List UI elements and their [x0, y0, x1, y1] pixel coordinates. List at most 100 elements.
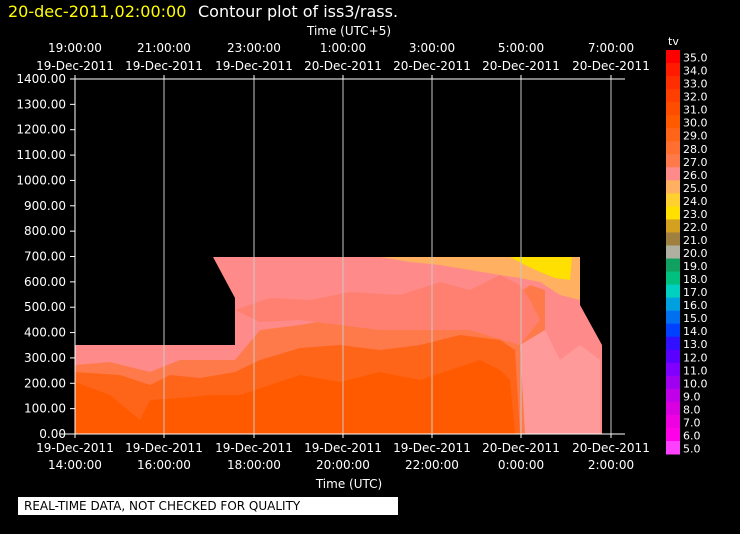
left-tick-label: 600.00	[24, 275, 66, 289]
top-tick-time: 23:00:00	[227, 41, 281, 55]
contour-region-26	[520, 330, 600, 434]
bottom-tick-time: 18:00:00	[227, 458, 281, 472]
colorbar-cell	[666, 362, 680, 377]
colorbar-cell	[666, 141, 680, 155]
contour-fill	[75, 257, 602, 434]
colorbar-cell	[666, 440, 680, 455]
colorbar-cell	[666, 76, 680, 90]
top-tick-time: 21:00:00	[137, 41, 191, 55]
colorbar-cell	[666, 206, 680, 220]
top-tick-date: 19-Dec-2011	[36, 59, 114, 73]
quality-note-box	[18, 497, 398, 515]
top-tick-date: 20-Dec-2011	[304, 59, 382, 73]
colorbar-label: 16.0	[683, 299, 708, 312]
bottom-tick-time: 16:00:00	[137, 458, 191, 472]
colorbar-title: tv	[668, 35, 679, 48]
colorbar-label: 7.0	[683, 416, 701, 429]
left-tick-label: 700.00	[24, 250, 66, 264]
bottom-axis-title: Time (UTC)	[315, 477, 382, 491]
grid-lines	[163, 79, 612, 434]
colorbar-label: 33.0	[683, 78, 708, 91]
colorbar-cell	[666, 414, 680, 429]
colorbar-label: 12.0	[683, 351, 708, 364]
colorbar-label: 11.0	[683, 364, 708, 377]
colorbar-label: 31.0	[683, 104, 708, 117]
bottom-tick-date: 19-Dec-2011	[393, 441, 471, 455]
bottom-tick-date: 19-Dec-2011	[304, 441, 382, 455]
left-tick-label: 1200.00	[16, 123, 66, 137]
top-tick-time: 3:00:00	[409, 41, 455, 55]
bottom-tick-time: 22:00:00	[405, 458, 459, 472]
colorbar-label: 24.0	[683, 195, 708, 208]
left-tick-label: 900.00	[24, 199, 66, 213]
bottom-tick-date: 19-Dec-2011	[125, 441, 203, 455]
colorbar-cell	[666, 219, 680, 233]
colorbar-cell	[666, 310, 680, 325]
colorbar-cell	[666, 193, 680, 207]
bottom-tick-date: 19-Dec-2011	[36, 441, 114, 455]
bottom-tick-time: 14:00:00	[48, 458, 102, 472]
colorbar-label: 19.0	[683, 260, 708, 273]
colorbar-cell	[666, 336, 680, 351]
colorbar-cell	[666, 115, 680, 129]
colorbar-label: 6.0	[683, 429, 701, 442]
colorbar-label: 35.0	[683, 52, 708, 65]
left-tick-label: 100.00	[24, 402, 66, 416]
bottom-tick-time: 0:00:00	[498, 458, 544, 472]
colorbar-cell	[666, 401, 680, 416]
colorbar-label: 18.0	[683, 273, 708, 286]
top-axis-title: Time (UTC+5)	[306, 24, 391, 38]
top-tick-time: 1:00:00	[320, 41, 366, 55]
colorbar-cell	[666, 180, 680, 194]
colorbar-label: 22.0	[683, 221, 708, 234]
contour-region-27	[235, 275, 540, 345]
top-tick-date: 19-Dec-2011	[125, 59, 203, 73]
colorbar-label: 15.0	[683, 312, 708, 325]
contour-region-23	[510, 257, 572, 280]
colorbar-label: 14.0	[683, 325, 708, 338]
contour-region-30	[75, 360, 515, 434]
colorbar-label: 21.0	[683, 234, 708, 247]
colorbar-cell	[666, 375, 680, 390]
plot-area	[60, 78, 625, 435]
colorbar-cell	[666, 271, 680, 286]
colorbar-label: 25.0	[683, 182, 708, 195]
left-tick-label: 300.00	[24, 351, 66, 365]
top-tick-date: 19-Dec-2011	[215, 59, 293, 73]
top-tick-time: 7:00:00	[588, 41, 634, 55]
chart-title: Contour plot of iss3/rass.	[198, 2, 398, 21]
bottom-tick-time: 20:00:00	[316, 458, 370, 472]
colorbar-cell	[666, 154, 680, 168]
colorbar-label: 28.0	[683, 143, 708, 156]
top-tick-time: 19:00:00	[48, 41, 102, 55]
colorbar-cell	[666, 323, 680, 338]
colorbar-label: 26.0	[683, 169, 708, 182]
colorbar-cell	[666, 297, 680, 312]
colorbar-label: 20.0	[683, 247, 708, 260]
colorbar-label: 10.0	[683, 377, 708, 390]
colorbar-cell	[666, 63, 680, 77]
left-tick-label: 0.00	[39, 427, 66, 441]
left-tick-label: 1100.00	[16, 148, 66, 162]
top-tick-time: 5:00:00	[498, 41, 544, 55]
colorbar-label: 5.0	[683, 443, 701, 456]
colorbar-cell	[666, 167, 680, 181]
left-tick-label: 800.00	[24, 224, 66, 238]
colorbar-cell	[666, 284, 680, 299]
colorbar-cell	[666, 388, 680, 403]
bottom-tick-date: 19-Dec-2011	[215, 441, 293, 455]
colorbar-cell	[666, 102, 680, 116]
colorbar-label: 29.0	[683, 130, 708, 143]
colorbar-label: 9.0	[683, 390, 701, 403]
bottom-axis-ticks: 19-Dec-2011 14:00:00 19-Dec-2011 16:00:00 19…	[36, 434, 650, 472]
colorbar-cell	[666, 245, 680, 260]
colorbar-label: 17.0	[683, 286, 708, 299]
colorbar-cell	[666, 427, 680, 442]
top-tick-date: 20-Dec-2011	[393, 59, 471, 73]
left-tick-label: 1400.00	[16, 72, 66, 86]
colorbar-cell	[666, 232, 680, 246]
left-tick-label: 1300.00	[16, 97, 66, 111]
colorbar-cell	[666, 89, 680, 103]
top-tick-date: 20-Dec-2011	[482, 59, 560, 73]
